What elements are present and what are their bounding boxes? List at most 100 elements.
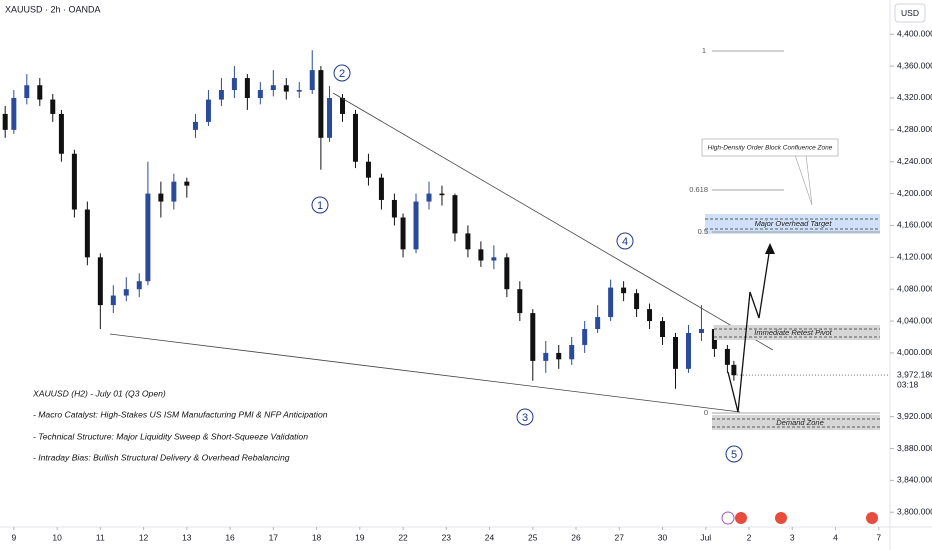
note-line: - Technical Structure: Major Liquidity S… [33,431,308,441]
candle-body [11,97,17,130]
y-tick-label: 4,200.000 [897,188,932,198]
candle-body [543,352,549,361]
fib-label: 0.618 [689,185,708,194]
x-tick-label: 7 [876,532,881,542]
y-tick-label: 4,120.000 [897,252,932,262]
x-tick-label: 13 [182,532,192,542]
x-tick-label: 2 [747,532,752,542]
event-icon[interactable] [866,512,878,524]
y-tick-label: 4,320.000 [897,92,932,102]
y-tick-label: 4,360.000 [897,60,932,70]
x-tick-label: 3 [790,532,795,542]
candle-body [400,217,406,250]
candle-body [673,336,679,369]
axes: 4,400.000 4,360.000 4,320.000 4,280.000 4,24… [11,29,932,543]
wave-label: 3 [522,412,528,424]
candle-body [184,181,190,186]
x-tick-label: 18 [312,532,322,542]
event-icon[interactable] [735,512,747,524]
candle-body [340,97,346,114]
x-tick-label: 22 [398,532,408,542]
candle-body [413,201,419,250]
candle-body [365,161,371,178]
wave-label: 5 [731,449,737,461]
candle-body [504,257,510,290]
event-icon[interactable] [775,512,787,524]
last-price-label: 3,972.180 [897,369,932,379]
candle-body [2,113,8,130]
candle-body [50,99,56,114]
candle-body [309,70,315,91]
candle-body [685,333,691,369]
candle-body [660,321,666,337]
candle-body [426,193,432,202]
wave-circle [311,196,329,214]
y-tick-label: 4,160.000 [897,220,932,230]
callout-text: High-Density Order Block Confluence Zone [708,145,833,152]
candle-body [327,97,333,138]
candle-body [378,177,384,200]
candle-body [582,329,588,345]
candle-body [318,70,324,138]
x-tick-label: 19 [355,532,365,542]
candle-body [647,309,653,322]
candle-body [452,195,458,234]
note-title: XAUUSD (H2) - July 01 (Q3 Open) [32,388,166,398]
x-tick-label: 26 [571,532,581,542]
candle-body [439,193,445,196]
fib-label: 1 [702,46,706,55]
y-tick-label: 4,240.000 [897,156,932,166]
candle-body [257,90,263,98]
x-tick-label: Jul [700,532,711,542]
y-tick-label: 4,080.000 [897,283,932,293]
fib-label: 0.5 [698,227,708,236]
candle-body [110,295,116,306]
symbol-title: XAUUSD · 2h · OANDA [5,4,101,14]
x-tick-label: 10 [52,532,62,542]
candle-body [24,85,30,98]
candle-body [608,287,614,318]
candle-body [270,85,276,91]
currency: USD [901,8,919,18]
x-tick-label: 12 [139,532,149,542]
arrow-head [765,243,775,254]
candle-body [218,90,224,100]
x-tick-label: 4 [833,532,838,542]
candle-body [123,289,129,296]
candle-body [352,113,358,162]
x-tick-label: 24 [485,532,495,542]
wave-label: 1 [317,200,323,212]
candle-body [58,113,64,154]
event-icon[interactable] [721,511,735,525]
candle-body [698,329,704,334]
x-tick-label: 30 [658,532,668,542]
note-line: - Intraday Bias: Bullish Structural Deli… [33,452,290,462]
wave-circle [333,64,351,82]
y-tick-label: 4,400.000 [897,29,932,39]
candle-body [530,313,536,361]
candle-body [556,352,562,360]
y-tick-label: 3,880.000 [897,443,932,453]
y-tick-label: 3,840.000 [897,475,932,485]
countdown: 03:18 [897,379,919,389]
y-tick-label: 3,920.000 [897,411,932,421]
candle-body [391,199,397,218]
wave-label: 4 [622,236,628,248]
candle-body [478,249,484,261]
candle-body [37,85,43,100]
candle-body [192,121,198,130]
x-tick-label: 25 [528,532,538,542]
upper-trendline [332,92,774,351]
y-tick-label: 4,000.000 [897,347,932,357]
candles [2,50,737,389]
candle-body [465,233,471,250]
note-line: - Macro Catalyst: High-Stakes US ISM Man… [33,409,328,419]
candle-body [595,317,601,330]
candle-body [136,281,142,290]
zone-label: Immediate Retest Pivot [754,328,832,337]
candle-body [158,193,164,202]
candle-body [283,85,289,92]
projection-arrow [727,246,771,413]
candle-body [84,209,90,258]
